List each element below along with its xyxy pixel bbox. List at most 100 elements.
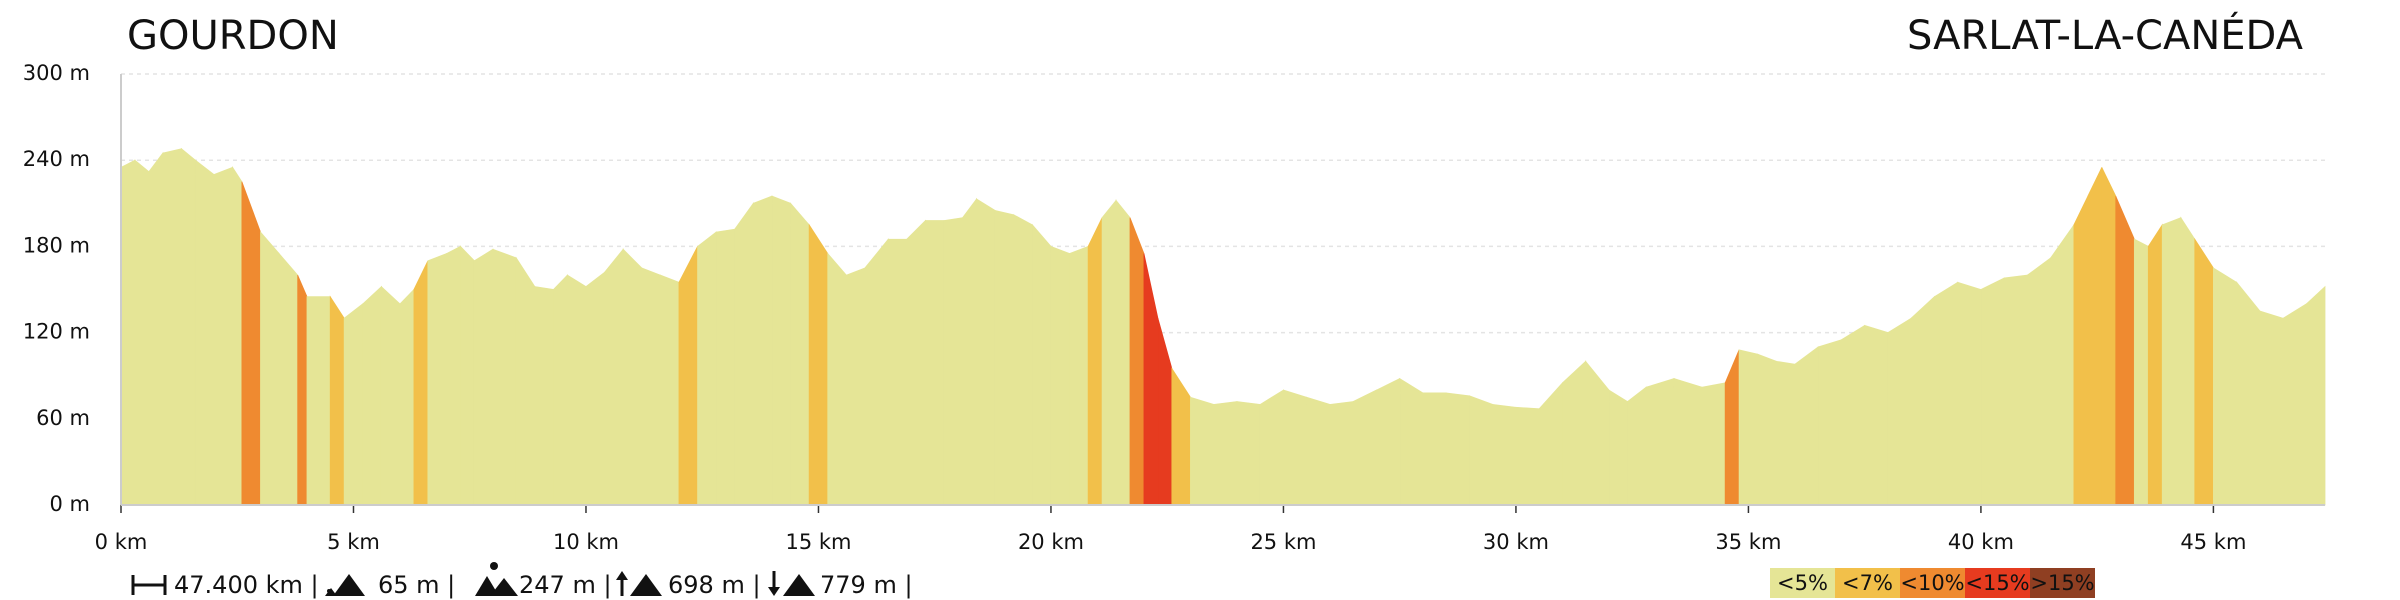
slope-segment (1910, 295, 1935, 506)
slope-segment (413, 260, 429, 506)
slope-segment (2213, 267, 2238, 506)
slope-segment (1585, 360, 1610, 506)
x-tick-label: 15 km (785, 530, 851, 554)
y-tick-label: 300 m (23, 61, 90, 85)
slope-segment (1562, 360, 1587, 506)
stat-distance: 47.400 km | (174, 571, 319, 599)
slope-segment (1143, 253, 1159, 506)
y-tick-label: 120 m (23, 320, 90, 344)
slope-segment (1492, 403, 1517, 506)
slope-segment (1050, 245, 1070, 506)
slope-segment (297, 274, 308, 506)
slope-segment (1841, 324, 1866, 506)
slope-segment (2101, 167, 2117, 506)
slope-segment (1701, 382, 1726, 506)
slope-segment (1817, 339, 1842, 506)
slope-segment (2133, 238, 2149, 506)
slope-segment (2180, 216, 2196, 506)
plot-area (120, 73, 2326, 513)
slope-segment (1283, 389, 1308, 506)
legend-label: <10% (1900, 571, 1964, 595)
slope-segment (887, 238, 908, 506)
slope-segment (1738, 349, 1759, 506)
slope-segment (994, 209, 1015, 506)
slope-segment (2115, 195, 2135, 506)
slope-segment (1031, 223, 1052, 506)
slope-segment (845, 267, 866, 506)
descent-icon (768, 571, 815, 596)
slope-segment (473, 248, 494, 506)
slope-segment (827, 252, 847, 506)
slope-segment (2087, 167, 2103, 506)
ascent-icon (616, 571, 662, 596)
slope-segment (1673, 378, 1703, 506)
slope-segment (1129, 217, 1145, 506)
slope-segment (399, 288, 415, 506)
slope-segment (343, 303, 364, 506)
slope-segment (1329, 401, 1354, 506)
legend-label: >15% (2030, 571, 2094, 595)
slope-segment (1306, 396, 1331, 506)
slope-segment (278, 252, 299, 506)
slope-segment (641, 267, 661, 506)
slope-segment (181, 147, 196, 506)
slope-segment (1171, 367, 1191, 506)
slope-segment (446, 245, 461, 506)
slope-segment (678, 246, 698, 506)
slope-segment (659, 274, 680, 506)
slope-segment (604, 248, 624, 506)
x-tick-label: 45 km (2180, 530, 2246, 554)
slope-segment (1101, 199, 1117, 506)
legend-swatch (1900, 568, 1965, 598)
slope-segment (962, 197, 977, 506)
slope-segment (1399, 377, 1424, 506)
slope-segment (1190, 396, 1215, 506)
slope-segment (1887, 317, 1912, 506)
slope-segment (752, 195, 773, 506)
slope-segment (2259, 310, 2284, 506)
slope-segment (2306, 285, 2326, 506)
slope-segment (553, 274, 568, 506)
slope-segment (2194, 237, 2214, 506)
slope-segment (306, 296, 331, 506)
slope-segment (1515, 406, 1540, 506)
slope-segment (148, 151, 164, 506)
x-tick-label: 10 km (553, 530, 619, 554)
slope-segment (1236, 401, 1261, 506)
slope-segment (1087, 217, 1103, 506)
y-tick-label: 180 m (23, 233, 90, 257)
slope-segment (2282, 303, 2307, 506)
slope-segment (1957, 281, 1982, 506)
slope-segment (1213, 401, 1238, 506)
legend-label: <5% (1777, 571, 1828, 595)
slope-segment (213, 166, 233, 506)
slope-segment (808, 223, 829, 506)
slope-segment (2073, 195, 2089, 506)
slope-segment (1376, 377, 1401, 506)
slope-segment (162, 148, 182, 506)
slope-segment (566, 274, 587, 506)
slope-segment (976, 198, 996, 506)
slope-segment (1259, 389, 1284, 506)
slope-segment (771, 195, 791, 506)
stat-ascent: 698 m | (668, 571, 761, 599)
max-icon (475, 562, 518, 596)
x-tick-label: 35 km (1715, 530, 1781, 554)
slope-segment (241, 181, 261, 506)
slope-segment (2027, 257, 2052, 506)
slope-segment (1627, 386, 1647, 506)
slope-segment (1775, 360, 1796, 506)
slope-segment (790, 202, 810, 506)
x-tick-label: 5 km (327, 530, 380, 554)
distance-icon (131, 575, 167, 595)
slope-segment (260, 230, 280, 506)
slope-segment (1013, 214, 1033, 506)
slope-segment (380, 285, 401, 506)
slope-segment (943, 217, 964, 506)
slope-segment (1724, 349, 1740, 506)
slope-segment (2003, 274, 2028, 506)
legend-swatch (2030, 568, 2095, 598)
legend-swatch (1770, 568, 1835, 598)
slope-segment (585, 271, 605, 506)
slope-segment (492, 248, 517, 506)
